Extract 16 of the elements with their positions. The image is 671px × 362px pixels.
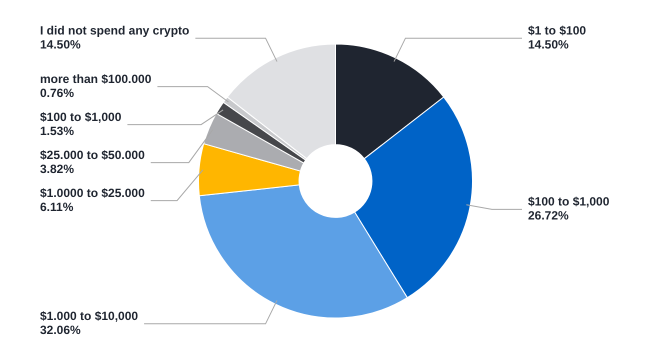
slice-label: I did not spend any crypto xyxy=(40,24,190,38)
data-label: 32.06% xyxy=(40,323,82,338)
data-label: 26.72% xyxy=(528,208,570,223)
slice-label: $1.0000 to $25.000 xyxy=(40,186,146,200)
slice-label: $100 to $1,000 xyxy=(528,194,610,209)
data-label: 6.11% xyxy=(40,200,74,214)
data-label: 3.82% xyxy=(40,162,74,176)
data-label: 14.50% xyxy=(528,38,570,52)
data-label: 0.76% xyxy=(40,86,74,100)
slice-label: $25.000 to $50.000 xyxy=(40,148,146,162)
slice-label: $1.000 to $10,000 xyxy=(40,309,138,324)
slice-label: $1 to $100 xyxy=(528,24,586,38)
slice-label: more than $100.000 xyxy=(40,72,152,86)
slice-label: $100 to $1,000 xyxy=(40,110,122,124)
data-label: 14.50% xyxy=(40,38,82,52)
data-label: 1.53% xyxy=(40,124,74,138)
